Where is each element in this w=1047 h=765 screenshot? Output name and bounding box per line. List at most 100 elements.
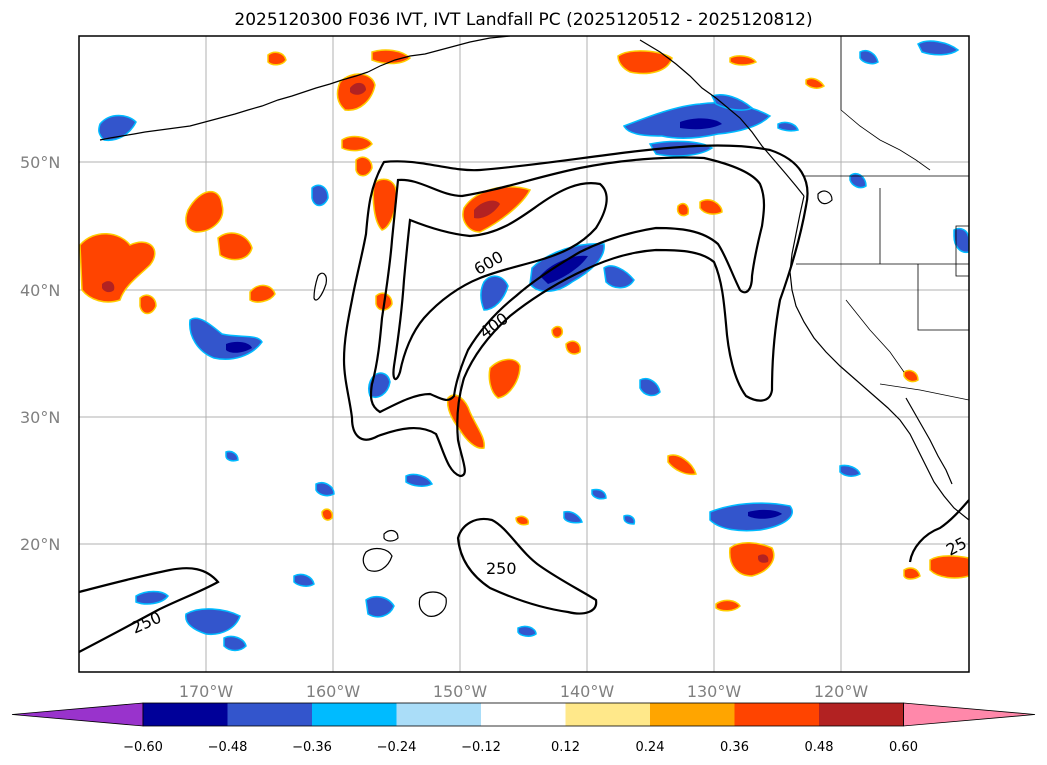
colorbar-tick-label: −0.60	[123, 740, 163, 755]
pc-blob	[225, 450, 239, 462]
islands	[313, 190, 833, 617]
pc-blob	[715, 599, 741, 612]
ivt-contour-250	[456, 517, 598, 615]
alaska-canada-border	[840, 36, 931, 171]
pc-blob	[729, 55, 758, 66]
colorbar-segment	[734, 703, 820, 726]
colorbar-tick-label: −0.12	[461, 740, 501, 755]
aleutian-coast	[99, 71, 369, 141]
pc-blob	[185, 190, 224, 233]
negative-pc-regions	[98, 40, 969, 652]
hawaii-island	[362, 547, 393, 572]
pc-blob	[903, 567, 921, 580]
pc-blob	[102, 281, 115, 293]
pc-blob	[446, 394, 485, 449]
pc-blob	[676, 202, 690, 217]
pc-blob	[355, 156, 373, 177]
pc-blob	[321, 508, 334, 521]
pc-blob	[79, 232, 156, 303]
pc-blob	[185, 608, 241, 636]
pc-blob	[371, 49, 412, 65]
pc-blob	[565, 340, 581, 355]
pc-blob	[249, 284, 276, 303]
us-mexico-border	[879, 383, 969, 401]
pc-blob	[405, 473, 434, 487]
ivt-contour-label: 250	[486, 559, 517, 578]
hawaii-island	[418, 591, 447, 617]
pc-blob	[777, 121, 799, 132]
colorbar-tick-label: −0.24	[377, 740, 417, 755]
lon-label: 170°W	[179, 682, 234, 701]
state-border	[917, 264, 969, 331]
pc-blob	[515, 515, 530, 526]
coastlines	[99, 36, 969, 521]
ivt-contour-600	[392, 182, 608, 381]
latitude-labels: 50°N 40°N 30°N 20°N	[20, 153, 60, 554]
colorbar-segment	[312, 703, 397, 726]
ivt-contour-250	[342, 144, 809, 478]
pc-blob	[849, 172, 867, 189]
colorbar-segment	[481, 703, 566, 726]
lat-label: 40°N	[20, 281, 60, 300]
bc-coast	[639, 39, 805, 197]
ivt-contour-250	[79, 567, 220, 653]
pc-blob	[217, 232, 253, 261]
pc-blob	[758, 554, 769, 563]
pc-blob	[729, 542, 775, 577]
lon-label: 130°W	[687, 682, 742, 701]
pc-blob	[667, 454, 697, 476]
colorbar-segment	[396, 703, 482, 726]
pc-blob	[293, 573, 315, 587]
pc-blob	[903, 369, 919, 383]
longitude-labels: 170°W 160°W 150°W 140°W 130°W 120°W	[179, 682, 869, 701]
pc-blob	[563, 510, 583, 524]
pc-blob	[223, 635, 247, 652]
pc-blob	[350, 82, 366, 95]
pc-blob	[591, 488, 607, 500]
colorbar-tick-label: 0.60	[889, 740, 918, 755]
pc-blob	[139, 294, 157, 315]
pc-blob	[372, 178, 398, 231]
state-border	[955, 225, 969, 277]
colorbar-extend-max	[903, 702, 1036, 727]
political-borders	[796, 36, 969, 401]
pc-blob	[710, 94, 754, 111]
pc-blob	[135, 590, 169, 605]
colorbar-labels: −0.60 −0.48 −0.36 −0.24 −0.12 0.12 0.24 0.36 0.4…	[123, 740, 918, 755]
lon-label: 120°W	[814, 682, 869, 701]
lon-label: 160°W	[306, 682, 361, 701]
pc-blob	[929, 555, 969, 579]
lat-label: 20°N	[20, 535, 60, 554]
colorbar-tick-label: −0.48	[208, 740, 248, 755]
pc-blob	[311, 184, 329, 207]
colorbar-tick-label: 0.24	[636, 740, 665, 755]
map-title: 2025120300 F036 IVT, IVT Landfall PC (20…	[234, 10, 813, 30]
colorbar-segment	[143, 703, 228, 726]
colorbar-extend-min	[11, 702, 144, 727]
island	[313, 272, 327, 301]
ivt-contour-250	[908, 499, 969, 563]
pc-blob	[859, 50, 879, 65]
pc-blob	[748, 509, 782, 519]
hawaii-island	[383, 529, 399, 542]
pc-blob	[226, 341, 252, 353]
us-west-coast	[789, 195, 969, 521]
island	[817, 190, 833, 205]
pc-blob	[839, 464, 861, 477]
pc-blob	[341, 135, 373, 152]
pc-blob	[805, 77, 826, 89]
colorbar-segment	[565, 703, 651, 726]
pc-blob	[480, 275, 509, 311]
pc-blob	[680, 118, 722, 130]
lat-label: 50°N	[20, 153, 60, 172]
lon-label: 150°W	[433, 682, 488, 701]
baja-coast	[905, 397, 953, 485]
pc-blob	[953, 227, 969, 254]
colorbar-tick-label: 0.36	[720, 740, 749, 755]
state-border	[845, 299, 905, 373]
pc-blob	[488, 358, 521, 399]
positive-pc-regions	[79, 49, 969, 612]
pc-blob	[551, 325, 564, 339]
colorbar-segment	[819, 703, 904, 726]
